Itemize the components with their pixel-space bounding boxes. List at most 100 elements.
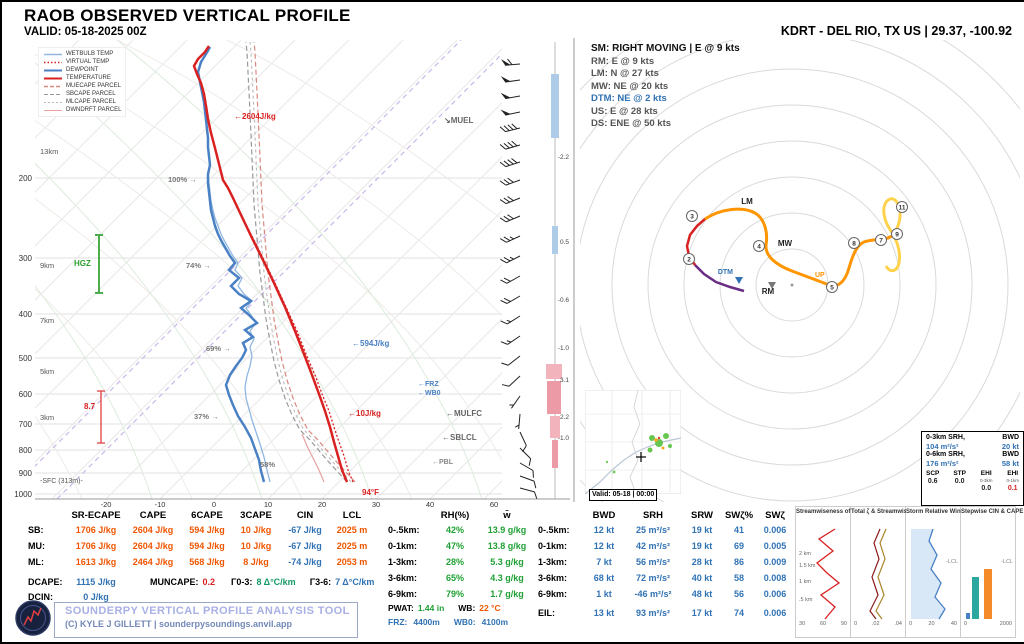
eil-row: EIL: 13 kt 93 m²/s² 17 kt 74 0.006: [538, 605, 794, 621]
wind-barb-icon: [499, 173, 521, 187]
wb0-value: 4100m: [481, 617, 509, 627]
wind-barb-icon: [499, 121, 521, 134]
cell: 1613 J/kg: [75, 557, 117, 567]
cell: -67 J/kg: [288, 541, 322, 551]
omega-value: -0.6: [558, 297, 570, 304]
hodograph-panel: 2 3 4 5 7 8 9 11 LM MW RM UP DTM: [580, 40, 1020, 502]
wind-barb-icon: [500, 105, 521, 117]
sm-header: SM: RIGHT MOVING | E @ 9 kts: [591, 43, 740, 54]
dcin-value: 0 J/kg: [83, 592, 109, 602]
column-header: CIN: [296, 510, 314, 521]
lapse03-value: 8 Δ°C/km: [256, 577, 296, 587]
row-label: ML:: [28, 557, 44, 567]
temp-label: -10: [155, 500, 166, 509]
wetbulb-trace: [207, 173, 271, 483]
legend-row: WETBULB TEMP: [43, 50, 121, 58]
temp-label: 10: [264, 500, 272, 509]
sbcape-line-icon: [44, 93, 62, 95]
rh-annotation: 58%: [260, 460, 275, 469]
x-ticks: 0 2000: [961, 621, 1015, 627]
dcin-label: DCIN:: [28, 592, 53, 602]
scp-label: SCP: [926, 470, 940, 477]
cell: 13.8 g/kg: [487, 541, 527, 551]
column-header: w̄: [503, 510, 511, 521]
srh-indices-box: 0-3km SRH, BWD 104 m²/s² 20 kt 0-6km SRH, B…: [921, 431, 1024, 506]
temperature-trace: [192, 45, 349, 483]
cell: 13.9 g/kg: [487, 525, 527, 535]
omega-value: 0.5: [560, 239, 569, 246]
legend-label: MLCAPE PARCEL: [66, 99, 116, 105]
moisture-table: RH(%) w̄ 0-.5km: 42% 13.9 g/kg 0-1km: 47…: [388, 509, 538, 602]
pressure-label: 400: [19, 310, 33, 319]
ehi1-label: EHI: [1007, 470, 1019, 477]
column-header: CAPE: [139, 510, 167, 521]
cell: 42 m²/s²: [635, 541, 670, 551]
rh-annotation: 69% →: [206, 344, 231, 353]
skewt-background-grid: [35, 40, 502, 499]
row-label: 0-.5km:: [388, 525, 420, 535]
row-label: EIL:: [538, 608, 555, 618]
srh6-value: 176 m²/s²: [926, 458, 959, 468]
omega-value: 2.2: [560, 414, 569, 421]
temp-label: 40: [426, 500, 434, 509]
lm-motion: LM: N @ 27 kts: [591, 68, 659, 79]
cell: -74 J/kg: [288, 557, 322, 567]
storm-motion-labels: LM MW RM UP DTM: [718, 197, 825, 296]
wind-barb-icon: [514, 413, 521, 430]
cell: 5.3 g/kg: [490, 557, 524, 567]
row-label: 1-3km:: [388, 557, 418, 567]
cell: 25 m²/s²: [635, 525, 670, 535]
map-county-lines: [585, 390, 681, 494]
lm-label: LM: [741, 197, 753, 206]
cell: 40 kt: [691, 573, 713, 583]
wind-barb-icon: [499, 191, 521, 206]
wetbulb-line-icon: [44, 53, 62, 55]
tick: 40: [950, 621, 957, 627]
dewpoint-line-icon: [44, 69, 62, 71]
hodograph-height-markers: 2 3 4 5 7 8 9 11: [683, 201, 908, 293]
wind-barb-icon: [499, 138, 521, 151]
cell: 74: [733, 608, 744, 618]
pressure-label: 1000: [14, 490, 32, 499]
hodograph-trace-low: [694, 264, 745, 293]
legend-label: TEMPERATURE: [66, 75, 111, 81]
cell: 28%: [445, 557, 464, 567]
cell: -67 J/kg: [288, 525, 322, 535]
wind-barb-icon: [499, 250, 521, 266]
column-header: SWζ%: [724, 510, 754, 521]
cell: 17 kt: [691, 608, 713, 618]
column-header: RH(%): [440, 510, 470, 521]
tick: .04: [894, 621, 902, 627]
cell: 0.006: [763, 608, 787, 618]
cell: 56: [733, 589, 744, 599]
cell: 10 J/kg: [240, 541, 272, 551]
height-marker: 3: [690, 214, 694, 221]
height-label: 13km: [40, 147, 58, 156]
wind-barb-icon: [501, 371, 521, 390]
cell: 86: [733, 557, 744, 567]
sounderpy-logo: [15, 600, 51, 636]
pwat-value: 1.44 in: [417, 603, 445, 613]
dewpoint-trace: [196, 46, 266, 483]
cell: 2025 m: [336, 525, 368, 535]
cell: 2464 J/kg: [132, 557, 174, 567]
temp-label: 60: [490, 500, 498, 509]
column-header: 6CAPE: [191, 510, 223, 521]
cell: 1 kt: [596, 589, 612, 599]
tick: 2000: [999, 621, 1012, 627]
dcape-row: DCAPE: 1115 J/kg MUNCAPE: 0.2 Γ0-3: 8 Δ°…: [28, 574, 374, 590]
rm-marker-icon: [768, 282, 776, 289]
omega-bar: [550, 416, 560, 438]
cell: 12 kt: [593, 525, 615, 535]
column-header: BWD: [592, 510, 616, 521]
tick: .02: [871, 621, 880, 627]
pressure-label: 800: [19, 446, 33, 455]
page-title: RAOB OBSERVED VERTICAL PROFILE: [24, 6, 351, 25]
x-ticks: 0 20 40: [906, 621, 960, 627]
lapse36-label: Γ3-6:: [309, 577, 332, 587]
wind-barb-icon: [500, 350, 521, 369]
frz-annotation: ←FRZ: [418, 381, 439, 388]
row-label: 6-9km:: [388, 589, 418, 599]
mw-label: MW: [778, 239, 793, 248]
scp-cell: SCP 0.6: [926, 470, 939, 492]
